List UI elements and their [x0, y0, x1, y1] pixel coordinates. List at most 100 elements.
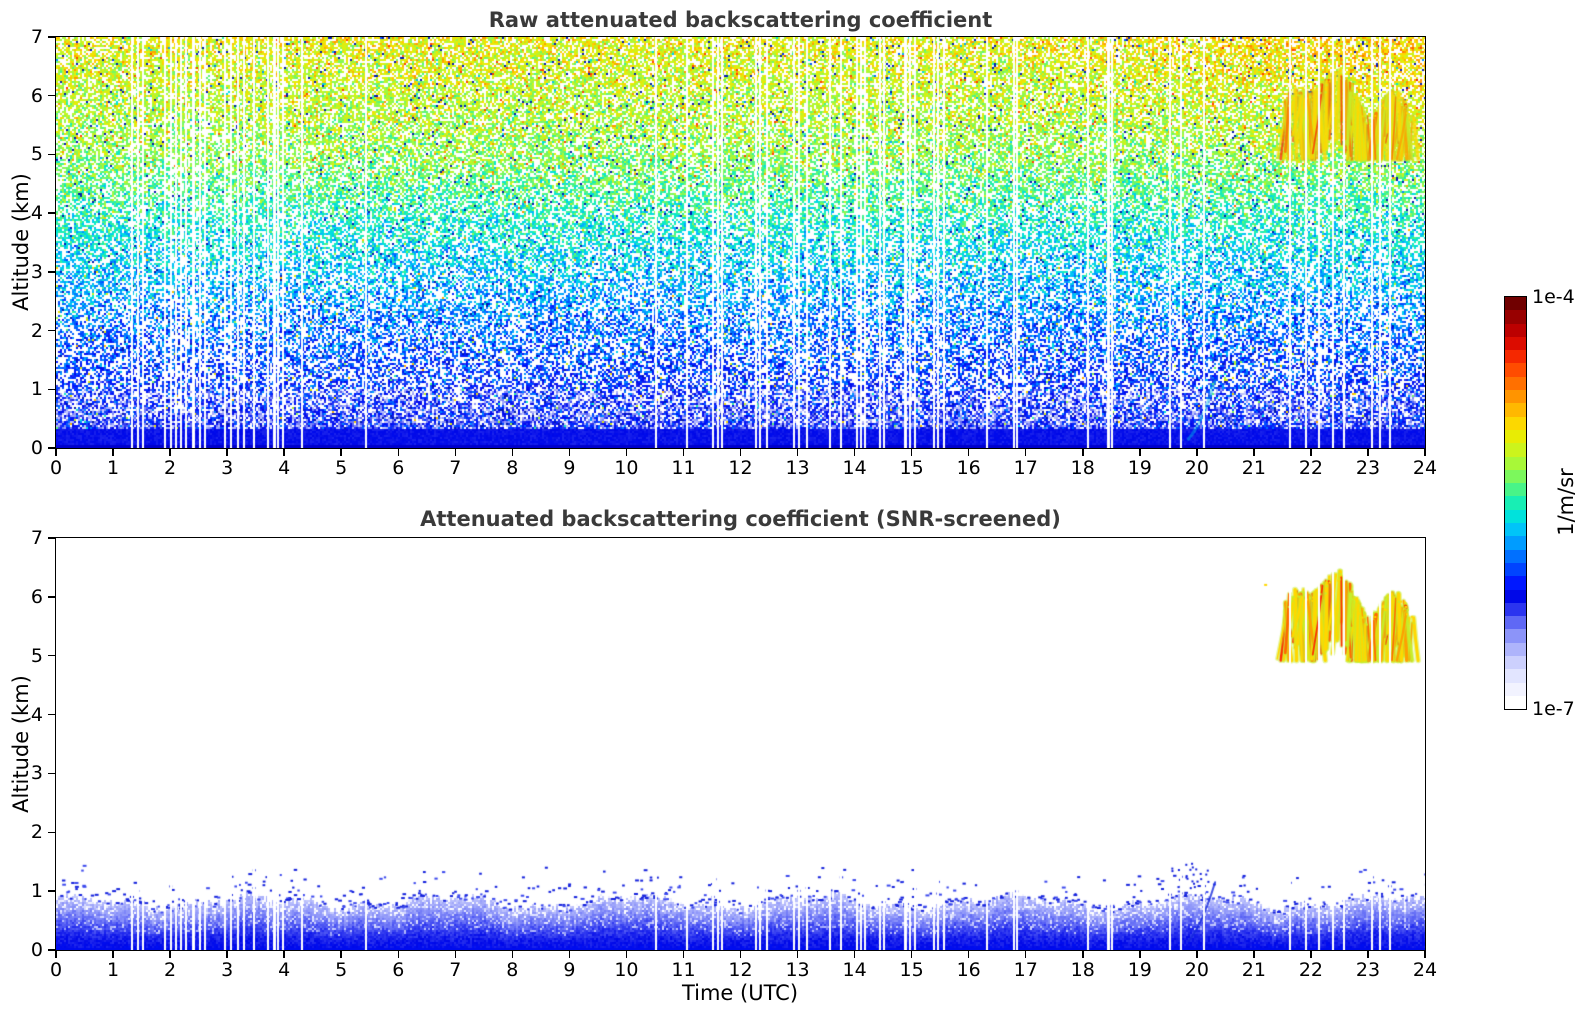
x-tick-label: 16 [956, 959, 981, 981]
x-tick-label: 7 [449, 959, 462, 981]
y-tick [48, 654, 55, 657]
x-tick [511, 449, 514, 456]
x-tick [226, 951, 228, 958]
x-tick-label: 16 [956, 457, 981, 479]
colorbar-step [1505, 469, 1526, 484]
colorbar-step [1505, 456, 1526, 470]
x-tick-label: 13 [785, 959, 810, 981]
x-tick-label: 23 [1355, 959, 1381, 981]
x-tick-label: 21 [1241, 457, 1266, 479]
x-tick-label: 10 [614, 959, 639, 981]
x-tick-label: 0 [49, 959, 63, 981]
x-tick [625, 449, 628, 456]
x-tick [1082, 449, 1084, 456]
colorbar-step [1505, 616, 1526, 630]
y-tick [48, 831, 55, 834]
colorbar-step [1505, 376, 1526, 391]
x-tick-label: 12 [728, 959, 753, 981]
colorbar-step [1505, 629, 1526, 643]
screened-panel [55, 537, 1426, 951]
x-tick-label: 18 [1070, 959, 1095, 981]
x-tick [853, 449, 856, 456]
colorbar-step [1505, 656, 1526, 670]
x-tick [340, 951, 342, 958]
y-tick [48, 447, 55, 449]
x-tick [910, 449, 913, 456]
x-tick-label: 14 [842, 959, 867, 981]
x-tick [283, 449, 285, 456]
x-tick-label: 4 [278, 959, 291, 981]
x-tick [55, 951, 57, 958]
x-tick-label: 11 [671, 457, 696, 479]
colorbar-step [1505, 323, 1526, 337]
y-tick [48, 772, 55, 775]
colorbar-unit-label: 1/m/sr [1554, 468, 1578, 536]
x-tick-label: 21 [1241, 959, 1266, 981]
x-tick [625, 951, 628, 958]
colorbar-step [1505, 589, 1526, 603]
x-tick-label: 5 [335, 959, 348, 981]
y-tick [48, 713, 55, 716]
colorbar-step [1505, 642, 1526, 657]
raw-panel [55, 36, 1426, 449]
x-tick [1253, 449, 1255, 456]
colorbar-step [1505, 695, 1526, 710]
x-tick [454, 449, 457, 456]
x-tick [1082, 951, 1084, 958]
x-tick-label: 15 [899, 959, 924, 981]
x-tick [796, 449, 799, 456]
x-tick [682, 951, 685, 958]
y-tick-label: 0 [30, 437, 43, 459]
y-tick-label: 2 [30, 821, 43, 844]
y-tick-label: 7 [30, 527, 43, 549]
x-tick [910, 951, 913, 958]
x-tick-label: 17 [1013, 457, 1038, 479]
colorbar-min-label: 1e-7 [1532, 698, 1575, 720]
screened-heatmap-canvas [56, 538, 1425, 950]
x-tick-label: 1 [106, 457, 120, 479]
x-tick-label: 6 [392, 457, 405, 479]
y-tick [48, 36, 55, 38]
x-tick-label: 10 [614, 457, 639, 479]
x-tick-label: 17 [1013, 959, 1038, 981]
x-tick [568, 449, 571, 456]
x-tick [967, 951, 970, 958]
colorbar-max-label: 1e-4 [1532, 286, 1575, 308]
x-tick [1139, 951, 1141, 958]
x-tick-label: 22 [1298, 959, 1323, 981]
colorbar-step [1505, 336, 1526, 351]
x-tick [1310, 449, 1312, 456]
x-tick-label: 5 [335, 457, 348, 479]
x-tick-label: 23 [1355, 457, 1381, 479]
x-tick-label: 9 [563, 457, 576, 479]
x-tick [853, 951, 856, 958]
x-tick [1367, 449, 1369, 456]
x-tick [169, 449, 171, 456]
x-tick [1253, 951, 1255, 958]
colorbar-step [1505, 496, 1526, 510]
y-tick-label: 3 [30, 762, 43, 785]
x-tick-label: 19 [1127, 959, 1152, 981]
colorbar-step [1505, 483, 1526, 497]
x-tick [226, 449, 228, 456]
x-tick-label: 13 [785, 457, 810, 479]
x-tick [568, 951, 571, 958]
y-tick-label: 5 [30, 143, 43, 166]
y-tick [48, 596, 55, 598]
x-tick [1367, 951, 1369, 958]
colorbar-step [1505, 602, 1526, 617]
x-tick-label: 11 [671, 959, 696, 981]
colorbar-step [1505, 669, 1526, 683]
x-tick [1424, 951, 1426, 958]
x-tick [1310, 951, 1312, 958]
x-tick-label: 0 [49, 457, 63, 479]
y-tick-label: 3 [30, 260, 43, 283]
x-tick [1024, 951, 1027, 958]
x-tick-label: 19 [1127, 457, 1152, 479]
screened-panel-title: Attenuated backscattering coefficient (S… [420, 507, 1061, 531]
colorbar-step [1505, 390, 1526, 404]
x-tick [397, 951, 399, 958]
y-tick-label: 1 [30, 880, 43, 903]
x-tick-label: 7 [449, 457, 462, 479]
x-tick-label: 20 [1184, 457, 1209, 479]
